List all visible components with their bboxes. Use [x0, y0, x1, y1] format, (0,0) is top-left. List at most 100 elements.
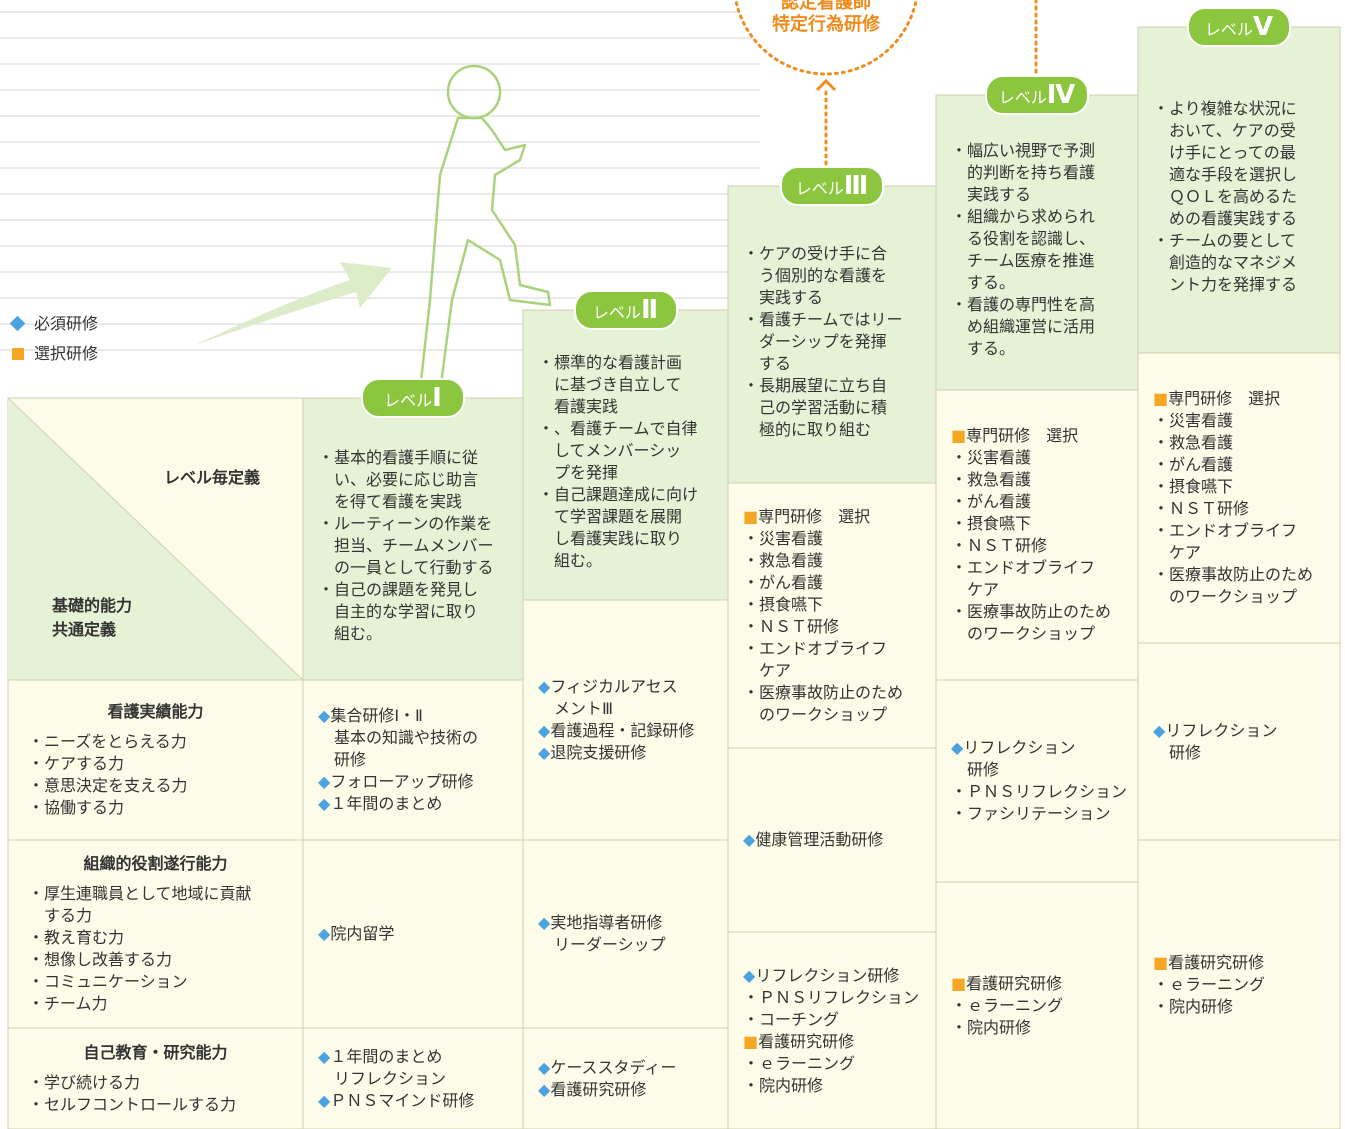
cell-line: の一員として行動する [334, 558, 494, 577]
cell-line: 実践する [759, 287, 824, 307]
cell-line: ・コーチング [743, 1009, 840, 1029]
cell-line: ■専門研修 選択 [951, 426, 1079, 445]
cell [935, 389, 1139, 681]
cell-line: ◆フィジカルアセス [538, 677, 678, 696]
cell-line: 自主的な学習に取り [334, 602, 479, 621]
badge-numeral: Ⅱ [640, 295, 659, 325]
cell-line: ◆健康管理活動研修 [743, 830, 884, 849]
marker: ■ [743, 1031, 759, 1051]
cell-line: ・ｅラーニング [1153, 974, 1266, 994]
cell-line: リーダーシップ [554, 935, 666, 954]
cell-line: ・医療事故防止のため [951, 602, 1112, 621]
row-item: ・厚生連職員として地域に貢献 [28, 884, 252, 903]
cell-line: し看護実践に取り [554, 529, 683, 548]
diagonal [7, 397, 304, 681]
cell-line: ・自己の課題を発見し [318, 580, 479, 599]
cell-line: チーム医療を推進 [967, 250, 1095, 270]
cell-line: ・標準的な看護計画 [538, 353, 683, 372]
cell-line: ■看護研究研修 [951, 973, 1063, 993]
cell-line: ・ケアの受け手に合 [743, 243, 888, 263]
cell-line: ・チームの要として [1153, 231, 1297, 250]
cell-line: ケア [759, 660, 792, 680]
cell-line: ◆ＰＮＳマインド研修 [318, 1090, 475, 1110]
cell-line: リフレクション [334, 1068, 447, 1088]
cell [302, 1027, 524, 1129]
marker: ■ [951, 426, 967, 445]
cell-line: ・院内研修 [1153, 996, 1234, 1016]
marker: ◆ [318, 794, 331, 813]
level-badge: レベルⅤ [1187, 7, 1291, 47]
cell-line: ・災害看護 [951, 448, 1032, 467]
cell-line: ・ＰＮＳリフレクション [743, 987, 920, 1007]
row-item: ・ケアする力 [28, 754, 125, 773]
row-item: ・ニーズをとらえる力 [28, 732, 187, 751]
marker: ■ [1153, 952, 1169, 972]
badge-numeral: Ⅰ [432, 383, 442, 413]
cell-line: ・組織から求められ [951, 206, 1096, 226]
cell-line: してメンバーシッ [554, 441, 682, 460]
cell-line: ント力を発揮する [1169, 275, 1298, 294]
marker: ◆ [538, 1079, 551, 1099]
cell-line: ◆実地指導者研修 [538, 913, 663, 932]
cell-line: け手にとっての最 [1169, 143, 1296, 162]
cell-line: ◆看護過程・記録研修 [538, 721, 695, 740]
cell-line: ・摂食嚥下 [743, 594, 824, 614]
badge-numeral: Ⅲ [843, 171, 869, 201]
marker: ◆ [318, 1090, 331, 1110]
cell-line: ダーシップを発揮 [759, 331, 887, 351]
header-label: 基礎的能力 [52, 596, 133, 615]
cell [7, 679, 304, 841]
cell-line: ・救急看護 [951, 470, 1032, 489]
cell-line: ・ｅラーニング [951, 995, 1064, 1015]
cell-line: ・ファシリテーション [951, 804, 1111, 823]
cell-line: ・看護チームではリー [743, 309, 903, 329]
marker: ■ [951, 973, 967, 993]
cell-line: ・医療事故防止のため [743, 682, 904, 702]
marker: ■ [1153, 389, 1169, 408]
arrow-head [815, 78, 837, 92]
cell-line: ・看護の専門性を高 [951, 294, 1096, 314]
cell-line: ・摂食嚥下 [1153, 477, 1234, 496]
cell-line: 組む。 [554, 551, 603, 570]
cell-line: ◆看護研究研修 [538, 1079, 647, 1099]
figure-head [446, 64, 502, 120]
cell-line: ・エンドオブライフ [1153, 521, 1298, 540]
level-badge: レベルⅠ [361, 378, 465, 418]
cell-line: のワークショップ [967, 624, 1096, 643]
cell-line: ・より複雑な状況に [1153, 99, 1297, 118]
cell-line: おいて、ケアの受 [1169, 121, 1296, 140]
cell-line: ケア [967, 580, 1000, 599]
cell [522, 599, 729, 841]
cell [7, 1027, 304, 1129]
cell-line: ・がん看護 [743, 572, 824, 592]
cell-line: 研修 [967, 760, 1000, 779]
cell [522, 1027, 729, 1129]
level-badge: レベルⅢ [780, 166, 884, 206]
cell [1137, 839, 1341, 1129]
marker: ■ [743, 506, 759, 526]
cell-line: ・がん看護 [951, 492, 1032, 511]
cell-line: ◆退院支援研修 [538, 743, 647, 762]
cell-line: ◆ケーススタディー [538, 1057, 677, 1077]
marker: ◆ [1153, 720, 1166, 740]
cell-line: ・救急看護 [743, 550, 824, 570]
certified-text: 特定行為研修 [772, 14, 880, 35]
marker: ◆ [318, 924, 331, 943]
row-item: ・想像し改善する力 [28, 950, 173, 969]
cell-line: 組む。 [334, 624, 383, 643]
cell-line: め組織運営に活用 [967, 316, 1096, 336]
level-badge: レベルⅡ [573, 290, 678, 330]
legend-square [12, 348, 24, 360]
badge-label: レベル [592, 303, 641, 322]
cell-line: 研修 [334, 750, 367, 769]
cell-line: ・がん看護 [1153, 455, 1234, 474]
certified-text: 認定看護師 [781, 0, 871, 13]
cell-line: する [759, 353, 792, 373]
row-title: 自己教育・研究能力 [83, 1042, 228, 1062]
swoosh-arrow [195, 262, 392, 345]
badge-label: レベル [1204, 20, 1253, 39]
marker: ◆ [538, 913, 551, 932]
cell-line: ■専門研修 選択 [1153, 389, 1281, 408]
